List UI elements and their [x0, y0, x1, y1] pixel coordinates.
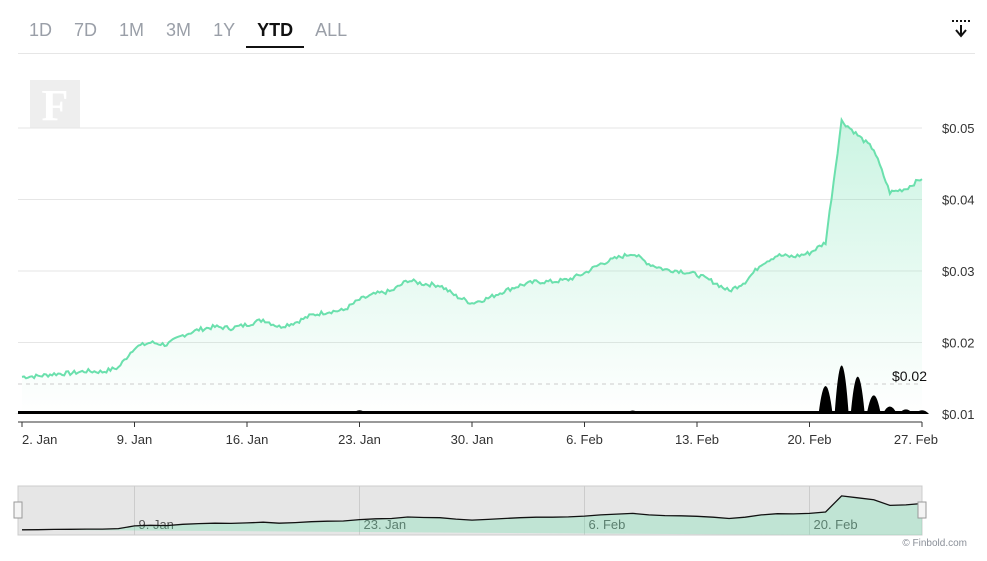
range-tabs: 1D 7D 1M 3M 1Y YTD ALL — [18, 14, 358, 54]
navigator-tick-label: 20. Feb — [814, 517, 858, 532]
x-tick-label: 16. Jan — [226, 432, 269, 447]
navigator-background — [17, 485, 923, 536]
x-tick-label: 20. Feb — [787, 432, 831, 447]
finbold-logo: F — [30, 80, 80, 130]
volume-bar — [850, 376, 865, 414]
y-tick-label: $0.02 — [942, 336, 975, 351]
x-tick-label: 27. Feb — [894, 432, 938, 447]
current-price-label: $0.02 — [892, 368, 927, 384]
tabs-divider — [18, 53, 975, 54]
navigator-tick-label: 23. Jan — [364, 517, 407, 532]
svg-text:F: F — [42, 81, 69, 128]
range-tab-1m[interactable]: 1M — [119, 20, 145, 40]
volume-bar — [866, 395, 881, 414]
navigator-tick-label: 6. Feb — [589, 517, 626, 532]
x-tick-label: 9. Jan — [117, 432, 152, 447]
x-tick-label: 23. Jan — [338, 432, 381, 447]
range-tab-ytd[interactable]: YTD — [246, 14, 305, 48]
range-tab-all[interactable]: ALL — [315, 20, 348, 40]
x-tick-label: 30. Jan — [451, 432, 494, 447]
y-tick-label: $0.03 — [942, 264, 975, 279]
navigator-line — [21, 495, 923, 531]
x-tick-label: 2. Jan — [22, 432, 57, 447]
price-chart: $0.01 $0.02 $0.03 $0.04 $0.05 $0.02 2. Jan 9.… — [13, 116, 975, 536]
range-tab-7d[interactable]: 7D — [74, 20, 98, 40]
download-icon[interactable] — [950, 18, 972, 40]
x-axis-labels: 2. Jan 9. Jan 16. Jan 23. Jan 30. Jan 6. Feb 1… — [21, 422, 938, 447]
volume-bar — [818, 386, 833, 414]
y-tick-label: $0.05 — [942, 121, 975, 136]
credit: © Finbold.com — [902, 538, 967, 549]
navigator-handle-right[interactable] — [917, 501, 927, 519]
y-tick-label: $0.04 — [942, 193, 975, 208]
x-tick-label: 6. Feb — [566, 432, 603, 447]
volume-bar — [834, 365, 849, 414]
price-line — [21, 116, 923, 380]
volume-baseline — [18, 411, 922, 414]
navigator-tick-label: 9. Jan — [139, 517, 174, 532]
y-axis-labels: $0.01 $0.02 $0.03 $0.04 $0.05 — [942, 121, 975, 422]
range-tab-1y[interactable]: 1Y — [213, 20, 236, 40]
range-tab-3m[interactable]: 3M — [166, 20, 192, 40]
volume-bars — [15, 365, 929, 414]
range-tab-1d[interactable]: 1D — [29, 20, 53, 40]
y-tick-label: $0.01 — [942, 407, 975, 422]
navigator-area — [22, 495, 922, 535]
price-area — [22, 119, 922, 415]
x-tick-label: 13. Feb — [675, 432, 719, 447]
navigator-handle-left[interactable] — [13, 501, 23, 519]
navigator[interactable]: 9. Jan 23. Jan 6. Feb 20. Feb — [13, 485, 927, 536]
